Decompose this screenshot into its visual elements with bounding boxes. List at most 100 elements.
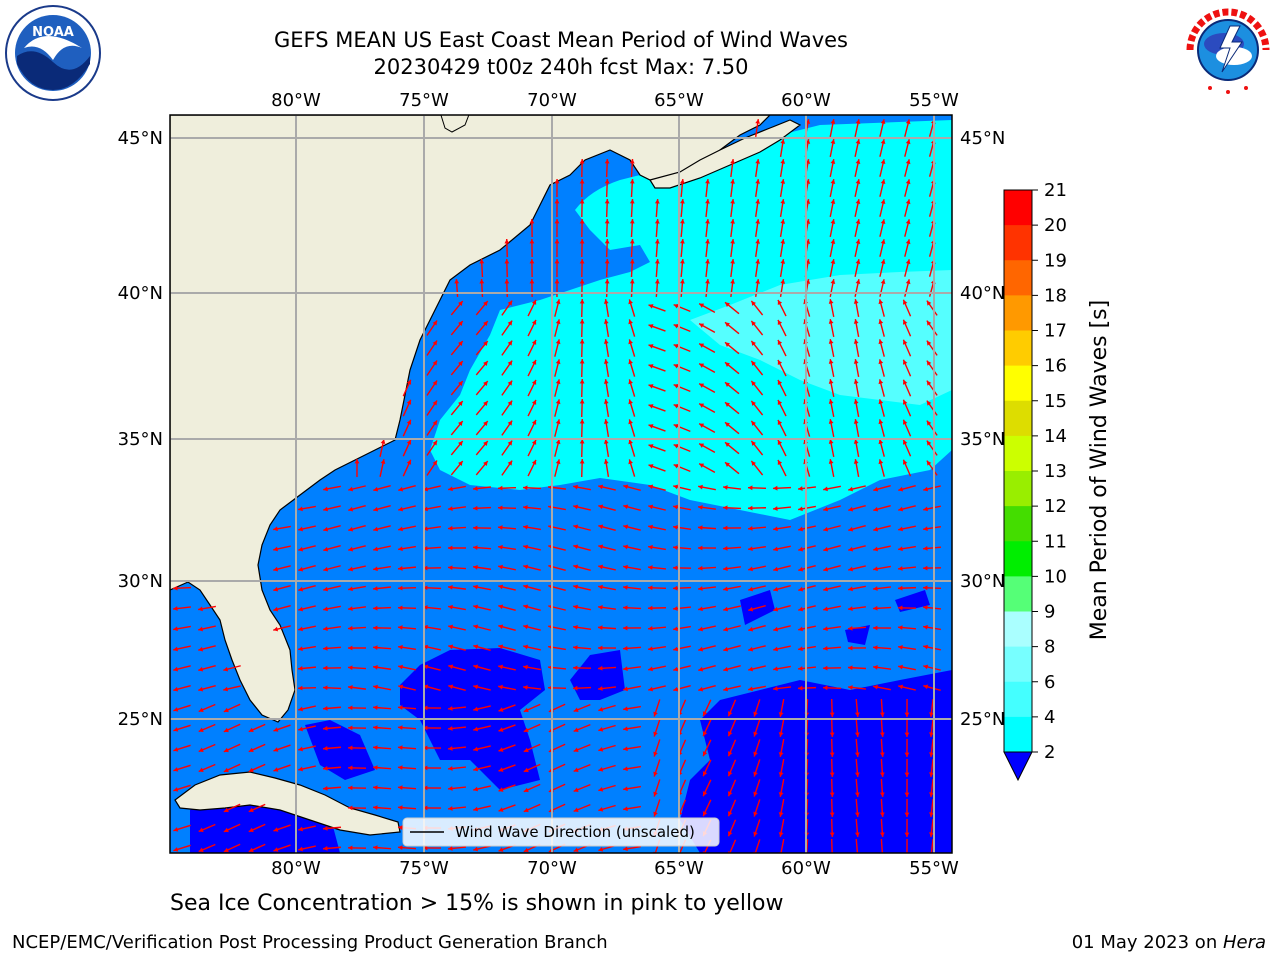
wave-direction-arrowhead	[373, 765, 378, 771]
wave-direction-arrowhead	[673, 606, 678, 611]
wave-direction-arrowhead	[603, 339, 609, 344]
wave-direction-arrowhead	[473, 644, 479, 650]
wave-direction-arrowhead	[423, 805, 428, 811]
wave-direction-arrowhead	[323, 765, 328, 771]
wave-direction-arrowhead	[905, 199, 911, 205]
wave-direction-arrowhead	[629, 239, 635, 244]
wave-direction-arrowhead	[798, 666, 803, 671]
wave-direction-arrowhead	[830, 119, 836, 124]
wave-direction-arrowhead	[898, 506, 904, 512]
lat-label-left: 45°N	[118, 128, 163, 149]
wave-direction-arrowhead	[673, 646, 678, 652]
wave-direction-arrowhead	[755, 239, 761, 244]
wave-direction-arrowhead	[603, 459, 609, 464]
wave-direction-arrowhead	[223, 727, 229, 733]
noaa-logo-text: NOAA	[32, 25, 74, 40]
wave-direction-arrowhead	[730, 219, 735, 224]
wave-direction-arrowhead	[603, 439, 609, 444]
wave-direction-arrowhead	[523, 747, 529, 753]
wave-direction-arrowhead	[923, 486, 929, 492]
wave-direction-arrowhead	[523, 847, 529, 853]
wave-direction-arrowhead	[498, 727, 504, 732]
colorbar-tick-label: 4	[1044, 707, 1055, 728]
colorbar-segment	[1004, 400, 1032, 437]
wave-direction-arrowhead	[623, 766, 628, 772]
lat-label-right: 35°N	[960, 429, 1005, 450]
wave-direction-arrowhead	[823, 486, 828, 492]
wave-direction-arrowhead	[699, 383, 705, 388]
wave-direction-arrowhead	[855, 239, 861, 245]
wave-direction-arrowhead	[473, 604, 479, 610]
wave-direction-arrowhead	[555, 439, 561, 445]
wave-direction-arrowhead	[198, 646, 204, 652]
wave-direction-arrowhead	[673, 364, 679, 369]
wave-direction-arrowhead	[323, 705, 328, 711]
wave-direction-arrowhead	[902, 339, 908, 345]
wave-direction-arrowhead	[398, 785, 403, 791]
wave-direction-arrowhead	[554, 179, 560, 184]
wave-direction-arrowhead	[554, 199, 560, 204]
wave-direction-arrowhead	[173, 847, 179, 852]
wave-direction-arrowhead	[598, 746, 604, 752]
wave-direction-arrowhead	[698, 666, 704, 672]
colorbar-tick-label: 19	[1044, 250, 1067, 271]
wave-direction-arrowhead	[798, 606, 804, 612]
wave-direction-arrowhead	[725, 302, 730, 307]
wave-direction-arrowhead	[473, 806, 479, 812]
wave-direction-arrowhead	[298, 826, 303, 832]
wave-direction-arrowhead	[829, 832, 835, 837]
wave-direction-arrowhead	[905, 239, 911, 245]
wave-direction-arrowhead	[523, 707, 529, 713]
wave-direction-arrowhead	[828, 359, 834, 364]
wave-direction-arrowhead	[723, 646, 729, 652]
wave-direction-arrowhead	[898, 585, 903, 591]
wave-direction-arrowhead	[579, 219, 585, 224]
wave-direction-arrowhead	[573, 624, 578, 630]
map-legend: Wind Wave Direction (unscaled)	[402, 817, 720, 847]
wave-direction-arrowhead	[653, 811, 658, 817]
wave-direction-arrowhead	[855, 812, 860, 817]
wave-direction-arrowhead	[780, 159, 786, 164]
wave-direction-arrowhead	[855, 219, 861, 225]
lon-labels-bottom: 80°W 75°W 70°W 65°W 60°W 55°W	[271, 858, 959, 879]
wave-direction-arrowhead	[523, 624, 529, 630]
wave-direction-arrowhead	[853, 359, 859, 364]
wave-direction-arrowhead	[298, 566, 304, 572]
wave-direction-arrowhead	[579, 379, 585, 384]
wave-direction-arrowhead	[603, 419, 609, 424]
wave-direction-arrowhead	[648, 605, 653, 611]
wave-direction-arrowhead	[777, 439, 783, 445]
wave-direction-arrowhead	[830, 139, 836, 144]
wave-direction-arrowhead	[454, 279, 460, 284]
wave-direction-arrowhead	[698, 525, 703, 531]
lon-label-top: 75°W	[399, 90, 449, 111]
wave-direction-arrowhead	[273, 727, 279, 732]
wave-direction-arrowhead	[904, 772, 910, 777]
wave-direction-arrowhead	[373, 805, 378, 811]
wave-direction-arrowhead	[878, 439, 884, 445]
wave-direction-arrowhead	[555, 339, 561, 345]
wave-direction-arrowhead	[531, 339, 537, 345]
wave-direction-arrowhead	[855, 279, 861, 285]
wave-direction-arrowhead	[855, 119, 861, 125]
wave-direction-arrowhead	[698, 565, 703, 571]
wave-direction-arrowhead	[855, 712, 860, 717]
wave-direction-arrowhead	[623, 846, 628, 852]
wave-direction-arrowhead	[298, 766, 303, 772]
wave-direction-arrowhead	[705, 219, 710, 224]
wave-direction-arrowhead	[603, 319, 609, 324]
wave-direction-arrowhead	[702, 731, 708, 737]
wave-direction-arrowhead	[748, 546, 753, 552]
wave-direction-arrowhead	[523, 727, 529, 733]
wave-direction-arrowhead	[223, 847, 229, 853]
wave-direction-arrowhead	[498, 807, 504, 812]
wave-direction-arrowhead	[483, 341, 488, 346]
wave-direction-arrowhead	[323, 526, 329, 532]
wave-direction-arrowhead	[855, 752, 860, 757]
wave-direction-arrowhead	[373, 725, 378, 731]
wave-direction-arrowhead	[828, 419, 834, 424]
wave-direction-arrowhead	[880, 259, 886, 265]
wave-direction-arrowhead	[830, 199, 836, 204]
wave-direction-arrowhead	[448, 766, 453, 771]
wave-direction-arrowhead	[323, 606, 328, 612]
